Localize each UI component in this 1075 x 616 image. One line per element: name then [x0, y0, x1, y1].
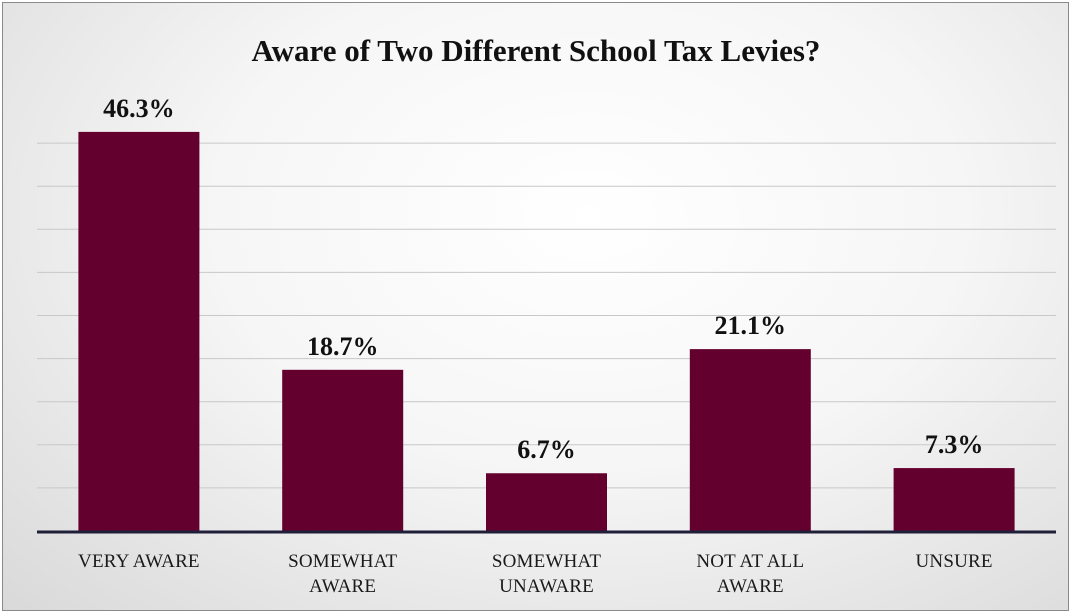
- bar: [893, 468, 1015, 531]
- data-label: 18.7%: [307, 332, 379, 361]
- bar: [486, 473, 607, 531]
- x-tick-label: UNSURE: [915, 551, 992, 572]
- data-label: 46.3%: [103, 94, 175, 123]
- x-axis-tick-labels: VERY AWARE SOMEWHAT AWARE SOMEWHAT UNAWARE NO…: [78, 551, 992, 597]
- x-tick-label: UNAWARE: [499, 576, 594, 597]
- x-tick-label: VERY AWARE: [78, 551, 200, 572]
- bar-chart: Aware of Two Different School Tax Levies…: [37, 33, 1056, 597]
- data-labels: 46.3% 18.7% 6.7% 21.1% 7.3%: [103, 94, 983, 464]
- data-label: 6.7%: [517, 435, 576, 464]
- bars: [78, 131, 1015, 532]
- x-tick-label: NOT AT ALL: [696, 551, 804, 572]
- bar: [78, 131, 200, 532]
- x-tick-label: SOMEWHAT: [492, 551, 601, 572]
- x-tick-label: AWARE: [717, 576, 784, 597]
- grid-lines: [37, 142, 1056, 489]
- data-label: 21.1%: [715, 311, 787, 340]
- x-tick-label: SOMEWHAT: [288, 551, 397, 572]
- data-label: 7.3%: [925, 430, 984, 459]
- bar: [689, 349, 811, 531]
- x-tick-label: AWARE: [309, 576, 376, 597]
- bar: [282, 369, 404, 531]
- chart-title: Aware of Two Different School Tax Levies…: [252, 33, 821, 68]
